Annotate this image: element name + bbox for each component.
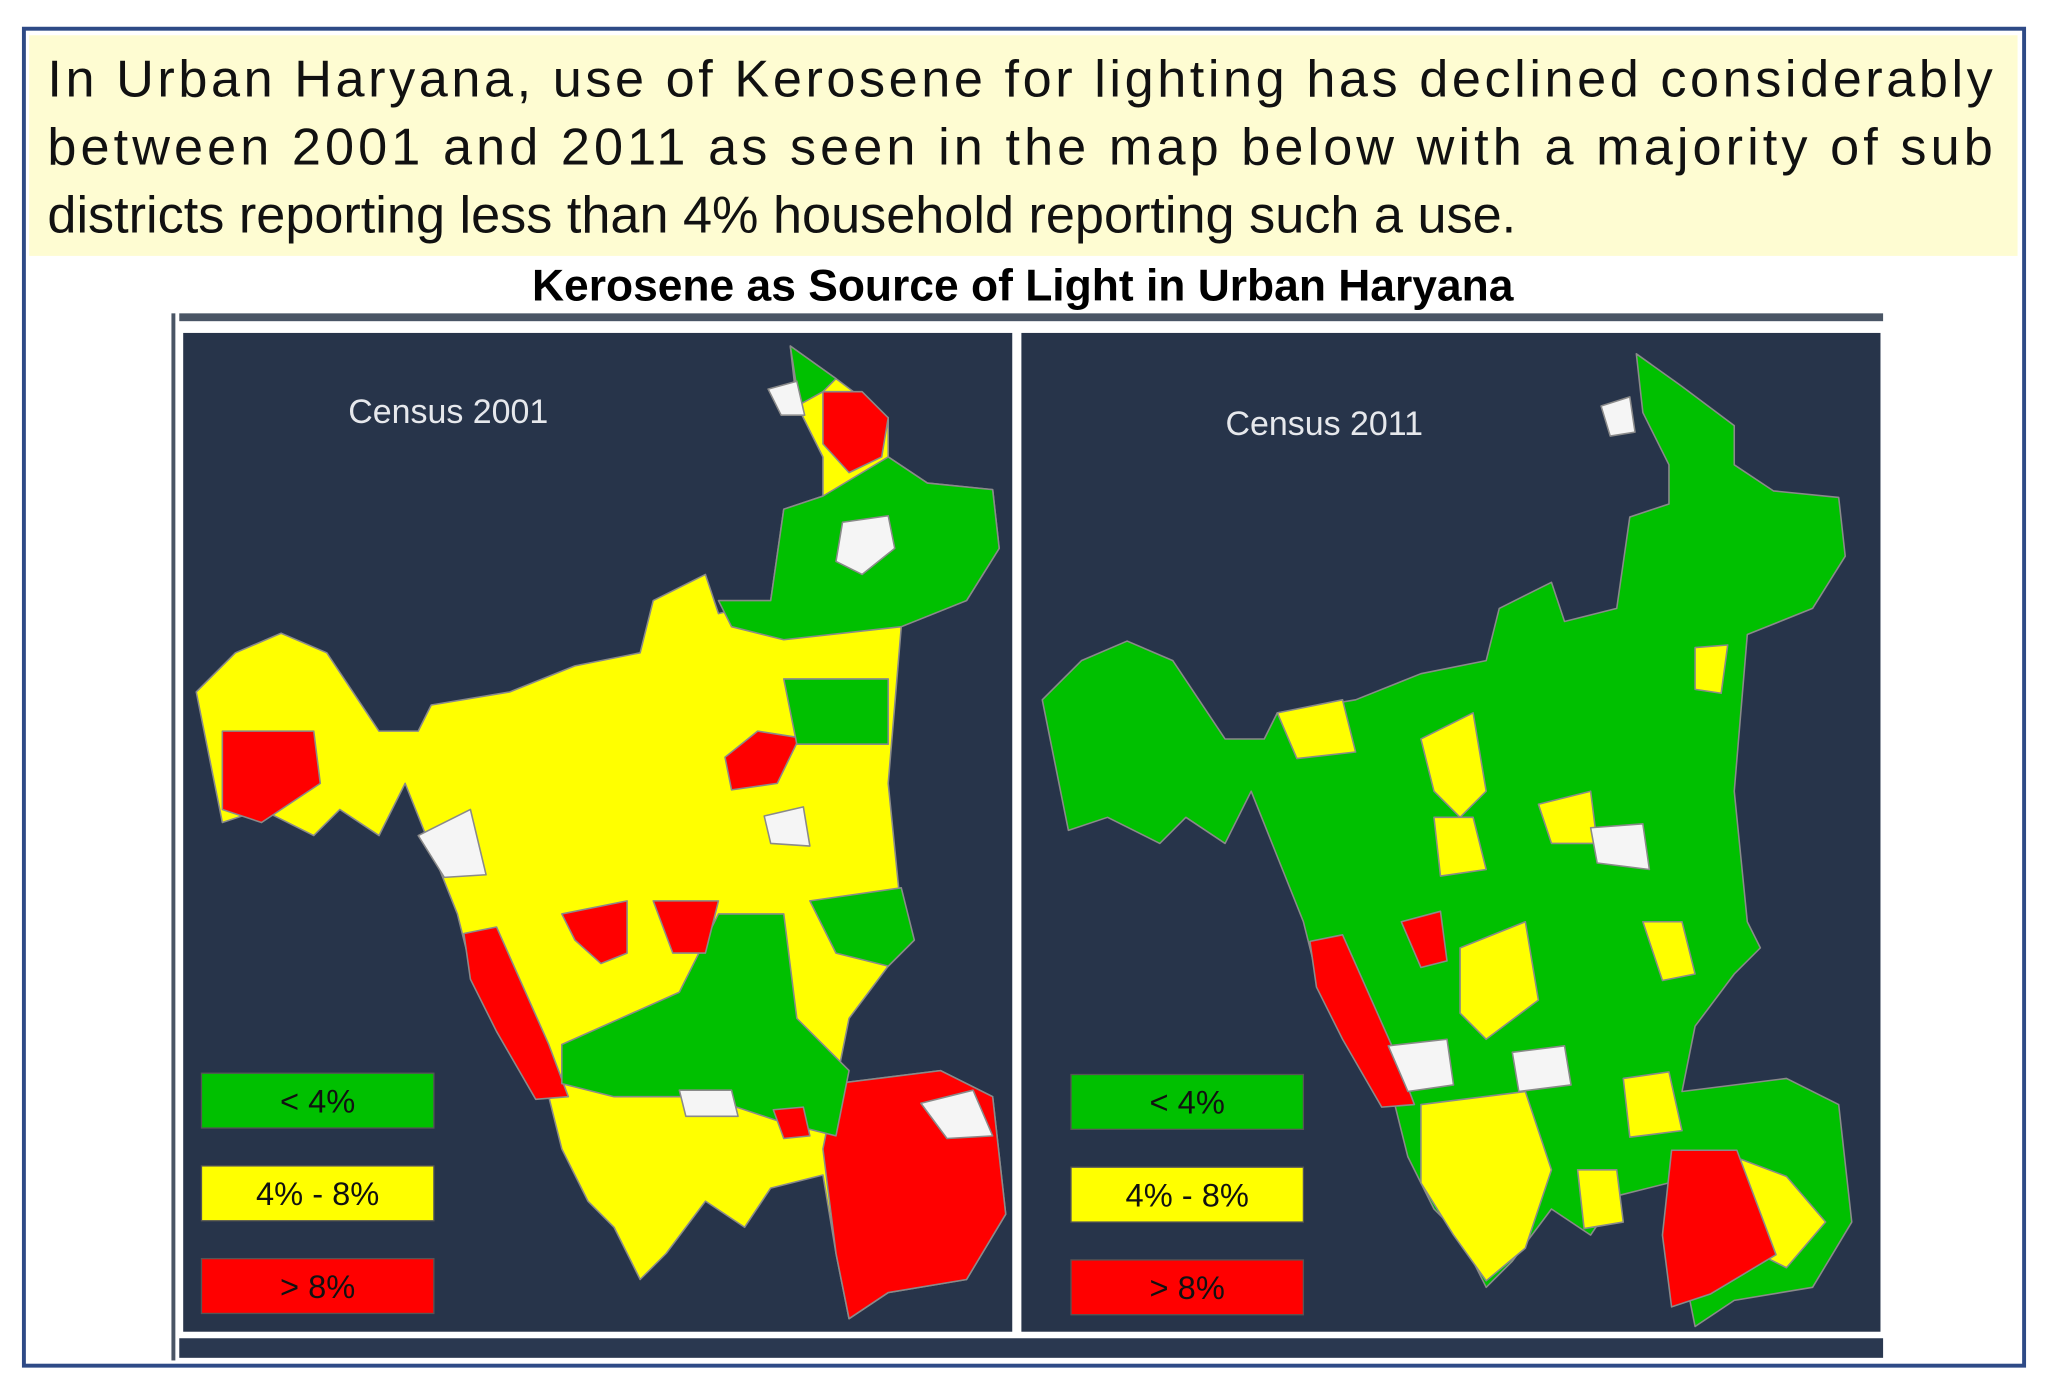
region bbox=[1400, 910, 1448, 969]
region bbox=[835, 514, 896, 576]
legend-swatch bbox=[1070, 1073, 1305, 1131]
region bbox=[724, 730, 801, 791]
region bbox=[1459, 920, 1540, 1041]
map-2011 bbox=[1041, 353, 1853, 1328]
region bbox=[1694, 644, 1729, 695]
legend-swatch bbox=[200, 1072, 435, 1129]
region bbox=[1511, 1045, 1572, 1093]
region bbox=[1387, 1038, 1455, 1093]
map-2001 bbox=[195, 345, 1007, 1320]
region bbox=[772, 1106, 811, 1140]
region bbox=[1276, 699, 1357, 760]
region bbox=[1433, 816, 1487, 877]
legend-swatch bbox=[200, 1257, 435, 1315]
region bbox=[561, 900, 628, 965]
region bbox=[463, 926, 570, 1101]
region bbox=[1420, 712, 1487, 819]
legends: < 4% 4% - 8% > 8% < 4% 4% - 8% > 8% bbox=[200, 1072, 1305, 1316]
legend-label: < 4% bbox=[1150, 1084, 1225, 1121]
legend-label: > 8% bbox=[1150, 1269, 1225, 1306]
region bbox=[1420, 1090, 1553, 1282]
region bbox=[1576, 1169, 1625, 1230]
intro-line: districts reporting less than 4% househo… bbox=[47, 186, 1516, 244]
region bbox=[652, 900, 720, 954]
region bbox=[417, 808, 487, 879]
region bbox=[767, 380, 806, 416]
region bbox=[763, 806, 811, 847]
legend-label: < 4% bbox=[280, 1082, 355, 1119]
region bbox=[822, 390, 890, 474]
intro-box bbox=[29, 35, 2018, 256]
panel-label: Census 2001 bbox=[348, 393, 548, 431]
region bbox=[1600, 396, 1636, 437]
legend-label: 4% - 8% bbox=[1126, 1176, 1249, 1213]
region bbox=[782, 678, 890, 745]
region bbox=[1661, 1149, 1777, 1308]
region bbox=[1622, 1071, 1683, 1138]
legend-label: 4% - 8% bbox=[256, 1175, 379, 1212]
frame-left bbox=[171, 313, 176, 1361]
region bbox=[920, 1089, 994, 1140]
region bbox=[221, 730, 322, 824]
legend-swatch bbox=[200, 1165, 435, 1222]
region bbox=[809, 887, 916, 967]
legend-label: > 8% bbox=[280, 1268, 355, 1305]
legend-swatch bbox=[1070, 1259, 1305, 1316]
panel-label: Census 2011 bbox=[1226, 405, 1423, 443]
legend-swatch bbox=[1070, 1166, 1305, 1223]
region bbox=[1589, 823, 1651, 871]
region bbox=[1642, 920, 1696, 982]
region bbox=[1309, 934, 1416, 1108]
region bbox=[678, 1089, 739, 1118]
map-title: Kerosene as Source of Light in Urban Har… bbox=[532, 261, 1514, 310]
frame-top bbox=[179, 313, 1884, 322]
frame-bottom bbox=[179, 1338, 1884, 1358]
